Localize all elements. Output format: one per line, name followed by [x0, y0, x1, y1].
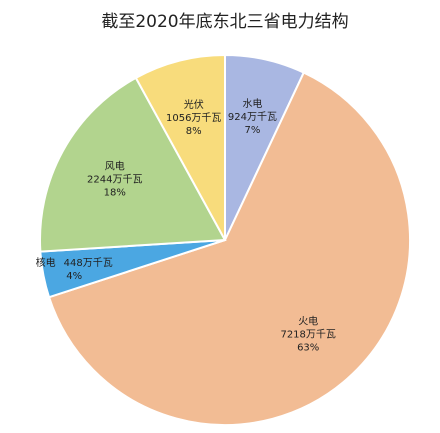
category-label: 水电	[242, 97, 262, 110]
value-label: 4%	[66, 271, 82, 282]
category-label: 风电	[105, 159, 125, 172]
value-label: 8%	[186, 126, 202, 137]
slice-label: 核电 448万千瓦	[36, 256, 113, 269]
chart-title: 截至2020年底东北三省电力结构	[101, 12, 348, 32]
capacity-label: 1056万千瓦	[166, 112, 221, 124]
category-label: 核电	[36, 256, 56, 269]
capacity-label: 924万千瓦	[228, 111, 277, 123]
capacity-label: 7218万千瓦	[280, 328, 335, 340]
value-label: 63%	[297, 342, 319, 353]
pie-slice	[39, 76, 227, 253]
pie-slice	[134, 53, 226, 241]
category-label: 火电	[298, 314, 318, 327]
category-label: 光伏	[184, 98, 204, 111]
value-label: 7%	[245, 125, 261, 136]
capacity-label: 448万千瓦	[64, 257, 113, 269]
capacity-label: 2244万千瓦	[87, 173, 142, 185]
value-label: 18%	[104, 187, 126, 198]
pie-slice	[47, 71, 411, 426]
